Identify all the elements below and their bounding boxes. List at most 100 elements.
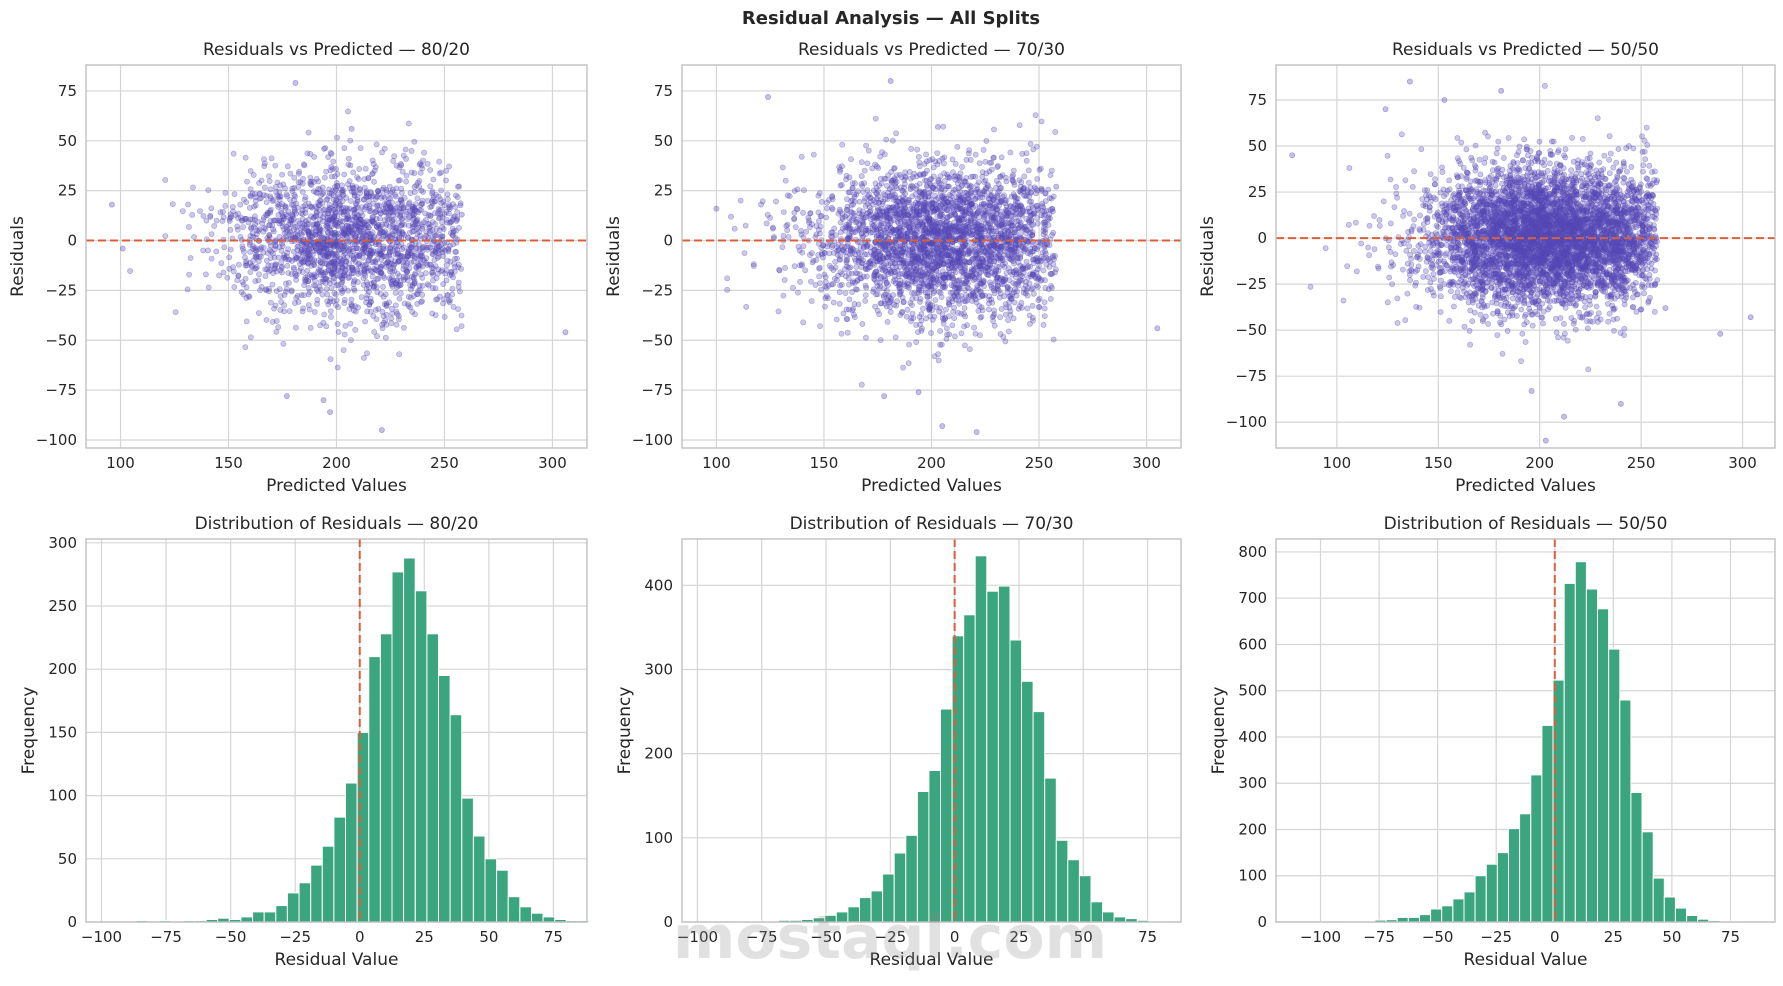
- scatter-point: [878, 338, 883, 343]
- scatter-point: [452, 264, 457, 269]
- scatter-point: [862, 199, 867, 204]
- scatter-point: [969, 188, 974, 193]
- scatter-point: [1031, 291, 1036, 296]
- scatter-point: [780, 165, 785, 170]
- scatter-point: [1027, 313, 1032, 318]
- scatter-point: [321, 277, 326, 282]
- scatter-point: [412, 208, 417, 213]
- scatter-point: [415, 301, 420, 306]
- scatter-point: [450, 286, 455, 291]
- scatter-point: [1030, 257, 1035, 262]
- scatter-point: [909, 261, 914, 266]
- scatter-point: [826, 197, 831, 202]
- scatter-point: [781, 293, 786, 298]
- scatter-point: [801, 244, 806, 249]
- scatter-point: [412, 139, 417, 144]
- scatter-point: [910, 311, 915, 316]
- scatter-point: [790, 285, 795, 290]
- scatter-point: [920, 235, 925, 240]
- scatter-point: [944, 326, 949, 331]
- scatter-point: [420, 254, 425, 259]
- scatter-point: [371, 280, 376, 285]
- scatter-point: [241, 225, 246, 230]
- scatter-point: [819, 199, 824, 204]
- scatter-point: [248, 194, 253, 199]
- scatter-point: [925, 272, 930, 277]
- scatter-point: [801, 235, 806, 240]
- scatter-point: [383, 335, 388, 340]
- scatter-point: [884, 183, 889, 188]
- scatter-point: [342, 251, 347, 256]
- scatter-point: [414, 219, 419, 224]
- scatter-point: [941, 124, 946, 129]
- scatter-point: [947, 270, 952, 275]
- scatter-point: [955, 216, 960, 221]
- scatter-point: [418, 170, 423, 175]
- scatter-point: [341, 231, 346, 236]
- scatter-point: [947, 213, 952, 218]
- scatter-point: [965, 298, 970, 303]
- scatter-point: [857, 208, 862, 213]
- scatter-point: [287, 309, 292, 314]
- y-tick-label: 0: [663, 232, 673, 250]
- scatter-point: [923, 290, 928, 295]
- scatter-point: [453, 193, 458, 198]
- scatter-point: [442, 314, 447, 319]
- scatter-point: [1007, 246, 1012, 251]
- scatter-point: [1011, 168, 1016, 173]
- scatter-point: [962, 343, 967, 348]
- scatter-point: [938, 190, 943, 195]
- scatter-point: [1030, 242, 1035, 247]
- scatter-point: [973, 174, 978, 179]
- scatter-point: [909, 303, 914, 308]
- scatter-point: [331, 269, 336, 274]
- scatter-point: [945, 332, 950, 337]
- scatter-point: [992, 235, 997, 240]
- scatter-point: [404, 156, 409, 161]
- scatter-point: [856, 250, 861, 255]
- scatter-point: [428, 205, 433, 210]
- scatter-point: [792, 216, 797, 221]
- scatter-point: [917, 284, 922, 289]
- scatter-point: [924, 152, 929, 157]
- scatter-point: [862, 168, 867, 173]
- scatter-point: [1046, 256, 1051, 261]
- scatter-point: [357, 187, 362, 192]
- scatter-point: [817, 274, 822, 279]
- scatter-point: [859, 160, 864, 165]
- scatter-point: [932, 354, 937, 359]
- scatter-point: [989, 215, 994, 220]
- scatter-point: [998, 246, 1003, 251]
- scatter-point: [1053, 129, 1058, 134]
- scatter-point: [892, 206, 897, 211]
- scatter-point: [408, 295, 413, 300]
- y-axis-label: Residuals: [8, 216, 28, 297]
- scatter-point: [887, 208, 892, 213]
- scatter-point: [353, 327, 358, 332]
- scatter-point: [923, 212, 928, 217]
- scatter-point: [397, 352, 402, 357]
- scatter-point: [439, 188, 444, 193]
- scatter-point: [928, 177, 933, 182]
- scatter-point: [300, 309, 305, 314]
- scatter-point: [340, 192, 345, 197]
- scatter-point: [393, 206, 398, 211]
- scatter-point: [844, 316, 849, 321]
- scatter-point: [780, 245, 785, 250]
- scatter-point: [347, 251, 352, 256]
- scatter-point: [412, 256, 417, 261]
- scatter-point: [264, 212, 269, 217]
- scatter-point: [447, 164, 452, 169]
- scatter-point: [306, 279, 311, 284]
- scatter-point: [863, 283, 868, 288]
- scatter-point: [1007, 256, 1012, 261]
- scatter-point: [797, 248, 802, 253]
- scatter-point: [336, 329, 341, 334]
- scatter-point: [244, 295, 249, 300]
- scatter-point: [825, 244, 830, 249]
- scatter-point: [244, 179, 249, 184]
- y-tick-label: 25: [654, 182, 673, 200]
- scatter-point: [375, 204, 380, 209]
- scatter-point: [851, 211, 856, 216]
